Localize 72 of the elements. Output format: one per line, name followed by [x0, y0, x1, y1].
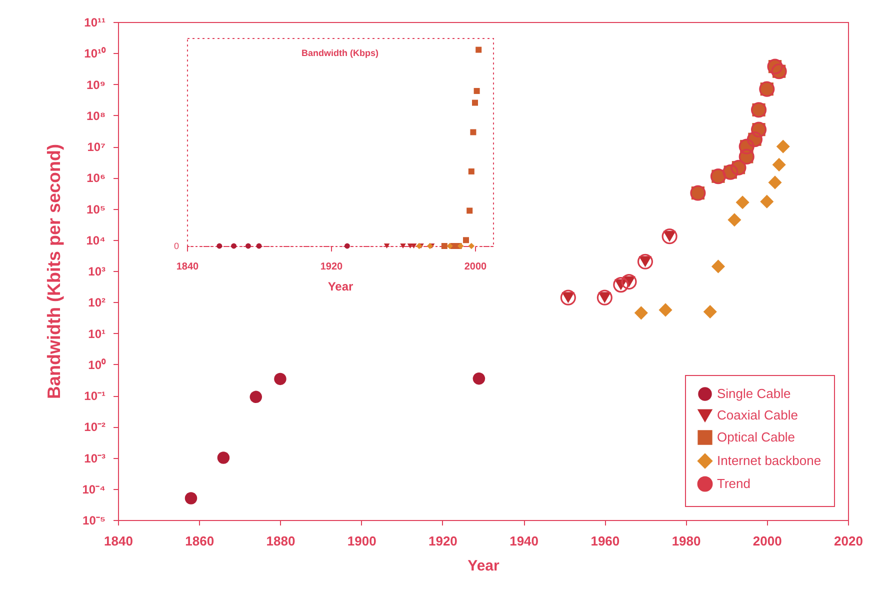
point	[658, 303, 672, 317]
legend-label: Trend	[717, 476, 750, 491]
y-tick-label: 10¹⁰	[84, 46, 106, 61]
y-tick-label: 10⁻¹	[84, 389, 106, 403]
point	[446, 242, 453, 250]
x-tick-label: 1900	[347, 534, 376, 548]
y-tick-label: 10⁸	[86, 108, 106, 123]
x-tick-label: 1880	[266, 534, 296, 548]
x-tick-label: 2000	[752, 534, 782, 548]
legend-label: Coaxial Cable	[717, 408, 798, 422]
point	[703, 304, 717, 319]
x-axis-title: Year	[468, 558, 500, 574]
y-tick-label: 10⁷	[87, 140, 106, 154]
x-tick-label: 1840	[176, 262, 200, 272]
point	[472, 100, 478, 106]
point	[476, 46, 482, 53]
point	[216, 243, 222, 249]
x-tick-label: 2000	[464, 262, 488, 272]
x-tick-label: 1960	[590, 534, 620, 548]
x-tick-label: 1920	[428, 534, 458, 548]
x-tick-label: 1840	[104, 534, 133, 548]
point	[772, 158, 786, 172]
point	[400, 244, 406, 248]
point	[470, 129, 476, 136]
legend-label: Single Cable	[717, 386, 791, 401]
y-tick-label: 10⁻⁵	[82, 514, 106, 528]
point	[184, 492, 198, 504]
point	[728, 213, 742, 227]
y-tick-label: 10²	[88, 296, 106, 310]
annotation: 0	[174, 241, 179, 251]
point	[468, 168, 474, 174]
point	[711, 260, 725, 274]
point	[474, 88, 480, 94]
point	[231, 243, 237, 249]
y-axis-title: Bandwidth (Kbits per second)	[44, 144, 64, 400]
point	[468, 242, 475, 250]
point	[776, 140, 790, 154]
point	[441, 243, 448, 249]
point	[256, 243, 262, 249]
point	[736, 196, 750, 210]
point	[768, 176, 782, 190]
y-tick-label: 10⁻³	[84, 451, 106, 466]
legend-label: Internet backbone	[717, 453, 822, 468]
point	[760, 194, 774, 208]
legend-label: Optical Cable	[717, 430, 796, 444]
y-tick-label: 10⁴	[86, 233, 106, 248]
point	[344, 243, 350, 249]
y-tick-label: 10⁵	[86, 202, 106, 216]
y-tick-label: 10³	[88, 264, 106, 278]
point	[245, 243, 251, 249]
x-axis-title: Year	[328, 280, 354, 294]
y-tick-label: 10⁹	[86, 78, 106, 92]
y-tick-label: 10¹¹	[84, 16, 106, 30]
y-tick-label: 10⁻²	[84, 420, 106, 434]
point	[274, 372, 286, 386]
x-tick-label: 1860	[185, 534, 214, 548]
x-tick-label: 2020	[834, 534, 863, 548]
x-tick-label: 1980	[672, 534, 701, 548]
y-tick-label: 10⁶	[86, 171, 106, 186]
y-tick-label: 10⁻⁴	[82, 482, 106, 496]
point	[250, 390, 262, 404]
y-tick-label: 10¹	[88, 326, 106, 341]
point	[466, 208, 473, 214]
point	[634, 306, 648, 320]
x-tick-label: 1920	[320, 262, 344, 272]
y-tick-label: 10⁰	[88, 358, 106, 372]
chart-title: Bandwidth (Kbps)	[302, 48, 378, 58]
point	[217, 452, 230, 464]
point	[384, 244, 390, 248]
point	[463, 237, 469, 244]
point	[472, 372, 486, 385]
x-tick-label: 1940	[510, 534, 539, 548]
